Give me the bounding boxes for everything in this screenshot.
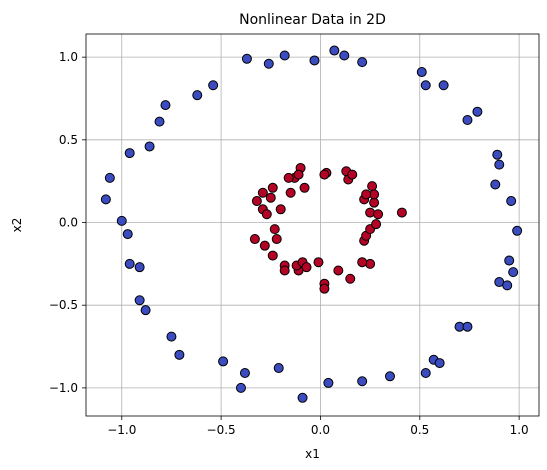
data-point xyxy=(116,215,127,226)
data-point xyxy=(100,194,111,205)
data-point xyxy=(273,363,284,374)
data-point xyxy=(309,55,320,66)
data-point xyxy=(154,116,165,127)
data-point xyxy=(369,197,380,208)
data-point xyxy=(279,265,290,276)
y-tick-label: −0.5 xyxy=(49,298,78,312)
data-point xyxy=(267,182,278,193)
data-point xyxy=(271,234,282,245)
data-point xyxy=(339,50,350,61)
data-point xyxy=(494,159,505,170)
data-point xyxy=(241,53,252,64)
data-point xyxy=(319,283,330,294)
data-point xyxy=(313,257,324,268)
data-point xyxy=(490,179,501,190)
data-point xyxy=(472,106,483,117)
data-point xyxy=(235,382,246,393)
data-point xyxy=(140,305,151,316)
data-point xyxy=(438,80,449,91)
data-point xyxy=(166,331,177,342)
x-tick-label: −0.5 xyxy=(207,423,236,437)
data-point xyxy=(371,219,382,230)
data-point xyxy=(357,57,368,68)
data-point xyxy=(367,181,378,192)
data-point xyxy=(134,295,145,306)
data-point xyxy=(365,258,376,269)
data-point xyxy=(492,149,503,160)
data-point xyxy=(283,172,294,183)
data-point xyxy=(396,207,407,218)
data-point xyxy=(504,255,515,266)
data-point xyxy=(239,368,250,379)
y-axis-label: x2 xyxy=(10,218,24,233)
plot-frame xyxy=(85,33,540,417)
data-point xyxy=(174,349,185,360)
data-point xyxy=(299,182,310,193)
data-point xyxy=(124,148,135,159)
data-point xyxy=(134,262,145,273)
data-point xyxy=(416,67,427,78)
x-tick-label: −1.0 xyxy=(107,423,136,437)
y-ticks: −1.0 −0.5 0.0 0.5 1.0 xyxy=(49,50,86,395)
data-point xyxy=(160,100,171,111)
data-point xyxy=(329,45,340,56)
data-point xyxy=(512,225,523,236)
data-point xyxy=(333,265,344,276)
data-point xyxy=(122,229,133,240)
data-point xyxy=(261,209,272,220)
data-point xyxy=(508,267,519,278)
data-point xyxy=(319,169,330,180)
y-tick-label: 0.5 xyxy=(59,133,78,147)
grid xyxy=(86,34,539,416)
data-point xyxy=(269,224,280,235)
data-point xyxy=(434,358,445,369)
data-point xyxy=(249,234,260,245)
data-point xyxy=(373,209,384,220)
data-point xyxy=(275,204,286,215)
data-point xyxy=(323,377,334,388)
x-tick-label: 0.0 xyxy=(311,423,330,437)
data-point xyxy=(361,189,372,200)
data-point xyxy=(263,58,274,69)
data-point xyxy=(144,141,155,152)
data-point xyxy=(259,240,270,251)
data-point xyxy=(279,50,290,61)
data-point xyxy=(265,192,276,203)
data-point xyxy=(502,280,513,291)
data-point xyxy=(208,80,219,91)
x-axis-label: x1 xyxy=(305,447,320,461)
data-points xyxy=(100,45,523,403)
data-point xyxy=(347,169,358,180)
data-point xyxy=(357,257,368,268)
x-tick-label: 0.5 xyxy=(410,423,429,437)
data-point xyxy=(462,321,473,332)
data-point xyxy=(218,356,229,367)
y-tick-label: −1.0 xyxy=(49,381,78,395)
data-point xyxy=(124,258,135,269)
x-tick-label: 1.0 xyxy=(510,423,529,437)
data-point xyxy=(357,376,368,387)
data-point xyxy=(257,187,268,198)
data-point xyxy=(104,172,115,183)
data-point xyxy=(267,250,278,261)
data-point xyxy=(345,273,356,284)
data-point xyxy=(251,196,262,207)
data-point xyxy=(297,392,308,403)
data-point xyxy=(506,196,517,207)
y-tick-label: 0.0 xyxy=(59,216,78,230)
data-point xyxy=(420,80,431,91)
data-point xyxy=(192,90,203,101)
y-tick-label: 1.0 xyxy=(59,50,78,64)
data-point xyxy=(420,368,431,379)
data-point xyxy=(293,169,304,180)
data-point xyxy=(462,114,473,125)
data-point xyxy=(384,371,395,382)
data-point xyxy=(301,262,312,273)
data-point xyxy=(365,207,376,218)
x-ticks: −1.0 −0.5 0.0 0.5 1.0 xyxy=(107,416,529,437)
data-point xyxy=(285,187,296,198)
chart-title: Nonlinear Data in 2D xyxy=(239,12,386,28)
